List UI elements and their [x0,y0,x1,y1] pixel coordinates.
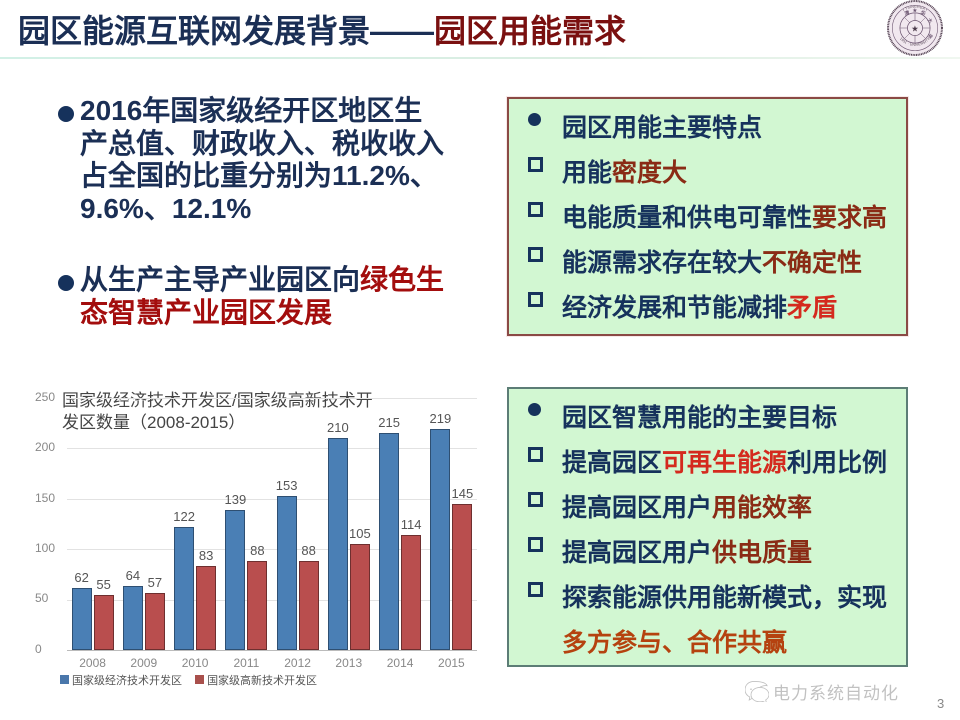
svg-text:★: ★ [911,23,919,33]
